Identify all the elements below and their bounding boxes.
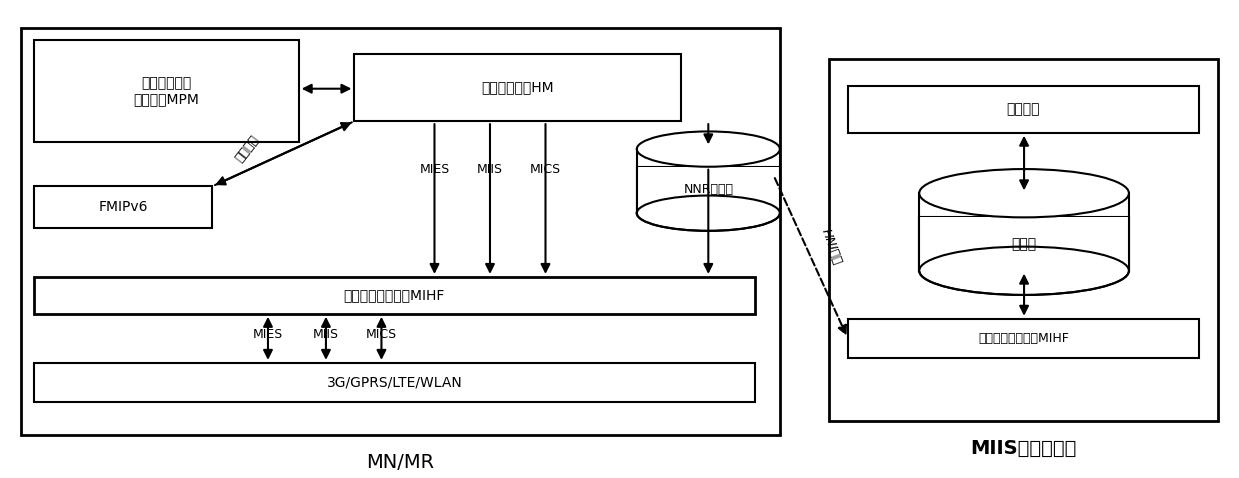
Bar xyxy=(847,319,1199,358)
Bar xyxy=(33,277,756,314)
Text: MIIS: MIIS xyxy=(313,328,339,341)
Ellipse shape xyxy=(637,131,779,167)
Bar xyxy=(354,54,681,121)
Bar xyxy=(847,87,1199,133)
Text: FMIPv6: FMIPv6 xyxy=(98,200,147,214)
Text: MICS: MICS xyxy=(530,163,561,176)
Bar xyxy=(21,28,779,435)
Text: HNI报告: HNI报告 xyxy=(819,227,844,266)
Ellipse shape xyxy=(919,247,1129,295)
Bar xyxy=(919,217,1129,271)
Text: 移动预测信息
管理实体MPM: 移动预测信息 管理实体MPM xyxy=(134,76,199,106)
Text: 数据库: 数据库 xyxy=(1011,237,1037,251)
Bar xyxy=(919,217,1129,271)
Bar xyxy=(33,40,299,142)
Text: 媒质无关切换功能MIHF: 媒质无关切换功能MIHF xyxy=(978,332,1069,345)
Text: MIES: MIES xyxy=(419,163,450,176)
Bar xyxy=(33,363,756,402)
Bar xyxy=(637,167,779,213)
Text: 切换触发: 切换触发 xyxy=(233,133,261,165)
Bar xyxy=(33,186,212,228)
Text: MICS: MICS xyxy=(366,328,396,341)
Text: 媒质无关切换功能MIHF: 媒质无关切换功能MIHF xyxy=(343,288,445,303)
Text: MN/MR: MN/MR xyxy=(367,453,435,472)
Ellipse shape xyxy=(637,196,779,231)
Text: MIIS信息服务器: MIIS信息服务器 xyxy=(970,439,1077,458)
Text: 信息收集: 信息收集 xyxy=(1007,103,1041,117)
Bar xyxy=(637,167,779,213)
Text: NNR数据库: NNR数据库 xyxy=(683,184,733,196)
Text: MIIS: MIIS xyxy=(477,163,503,176)
Ellipse shape xyxy=(919,169,1129,217)
Text: 3G/GPRS/LTE/WLAN: 3G/GPRS/LTE/WLAN xyxy=(327,376,462,390)
Text: 切换管理实体HM: 切换管理实体HM xyxy=(482,81,554,95)
Bar xyxy=(829,58,1218,421)
Text: MIES: MIES xyxy=(253,328,282,341)
